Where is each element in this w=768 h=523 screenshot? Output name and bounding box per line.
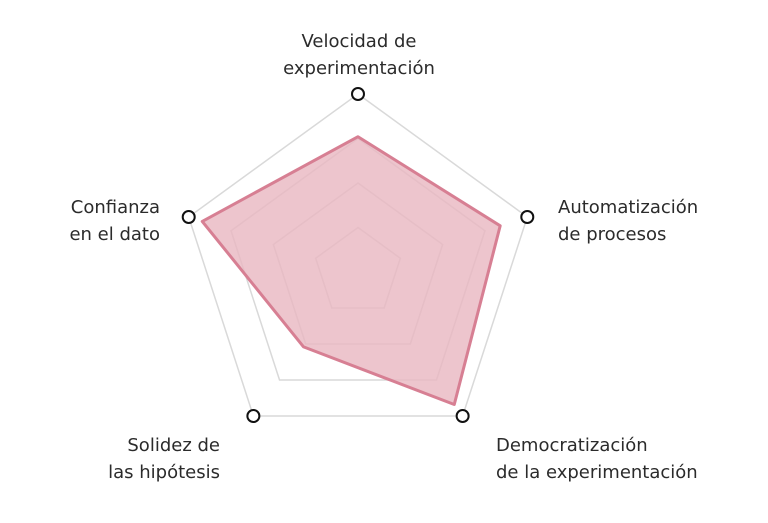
axis-label-democratizacion: Democratización de la experimentación xyxy=(496,435,698,483)
axis-label-solidez: Solidez de las hipótesis xyxy=(108,435,220,483)
axis-marker-confianza xyxy=(181,209,196,224)
grid-ring-4 xyxy=(187,93,529,417)
radar-series xyxy=(200,135,502,406)
axis-end-markers xyxy=(181,87,535,424)
axis-marker-democratizacion xyxy=(455,409,470,424)
axis-label-velocidad: Velocidad de experimentación xyxy=(283,31,435,79)
axis-marker-automatizacion xyxy=(520,209,535,224)
series-area xyxy=(200,135,502,406)
axis-label-automatizacion: Automatización de procesos xyxy=(558,197,699,245)
axis-label-confianza: Confianza en el dato xyxy=(69,197,160,245)
axis-marker-velocidad xyxy=(351,87,365,101)
axis-marker-solidez xyxy=(246,409,261,424)
